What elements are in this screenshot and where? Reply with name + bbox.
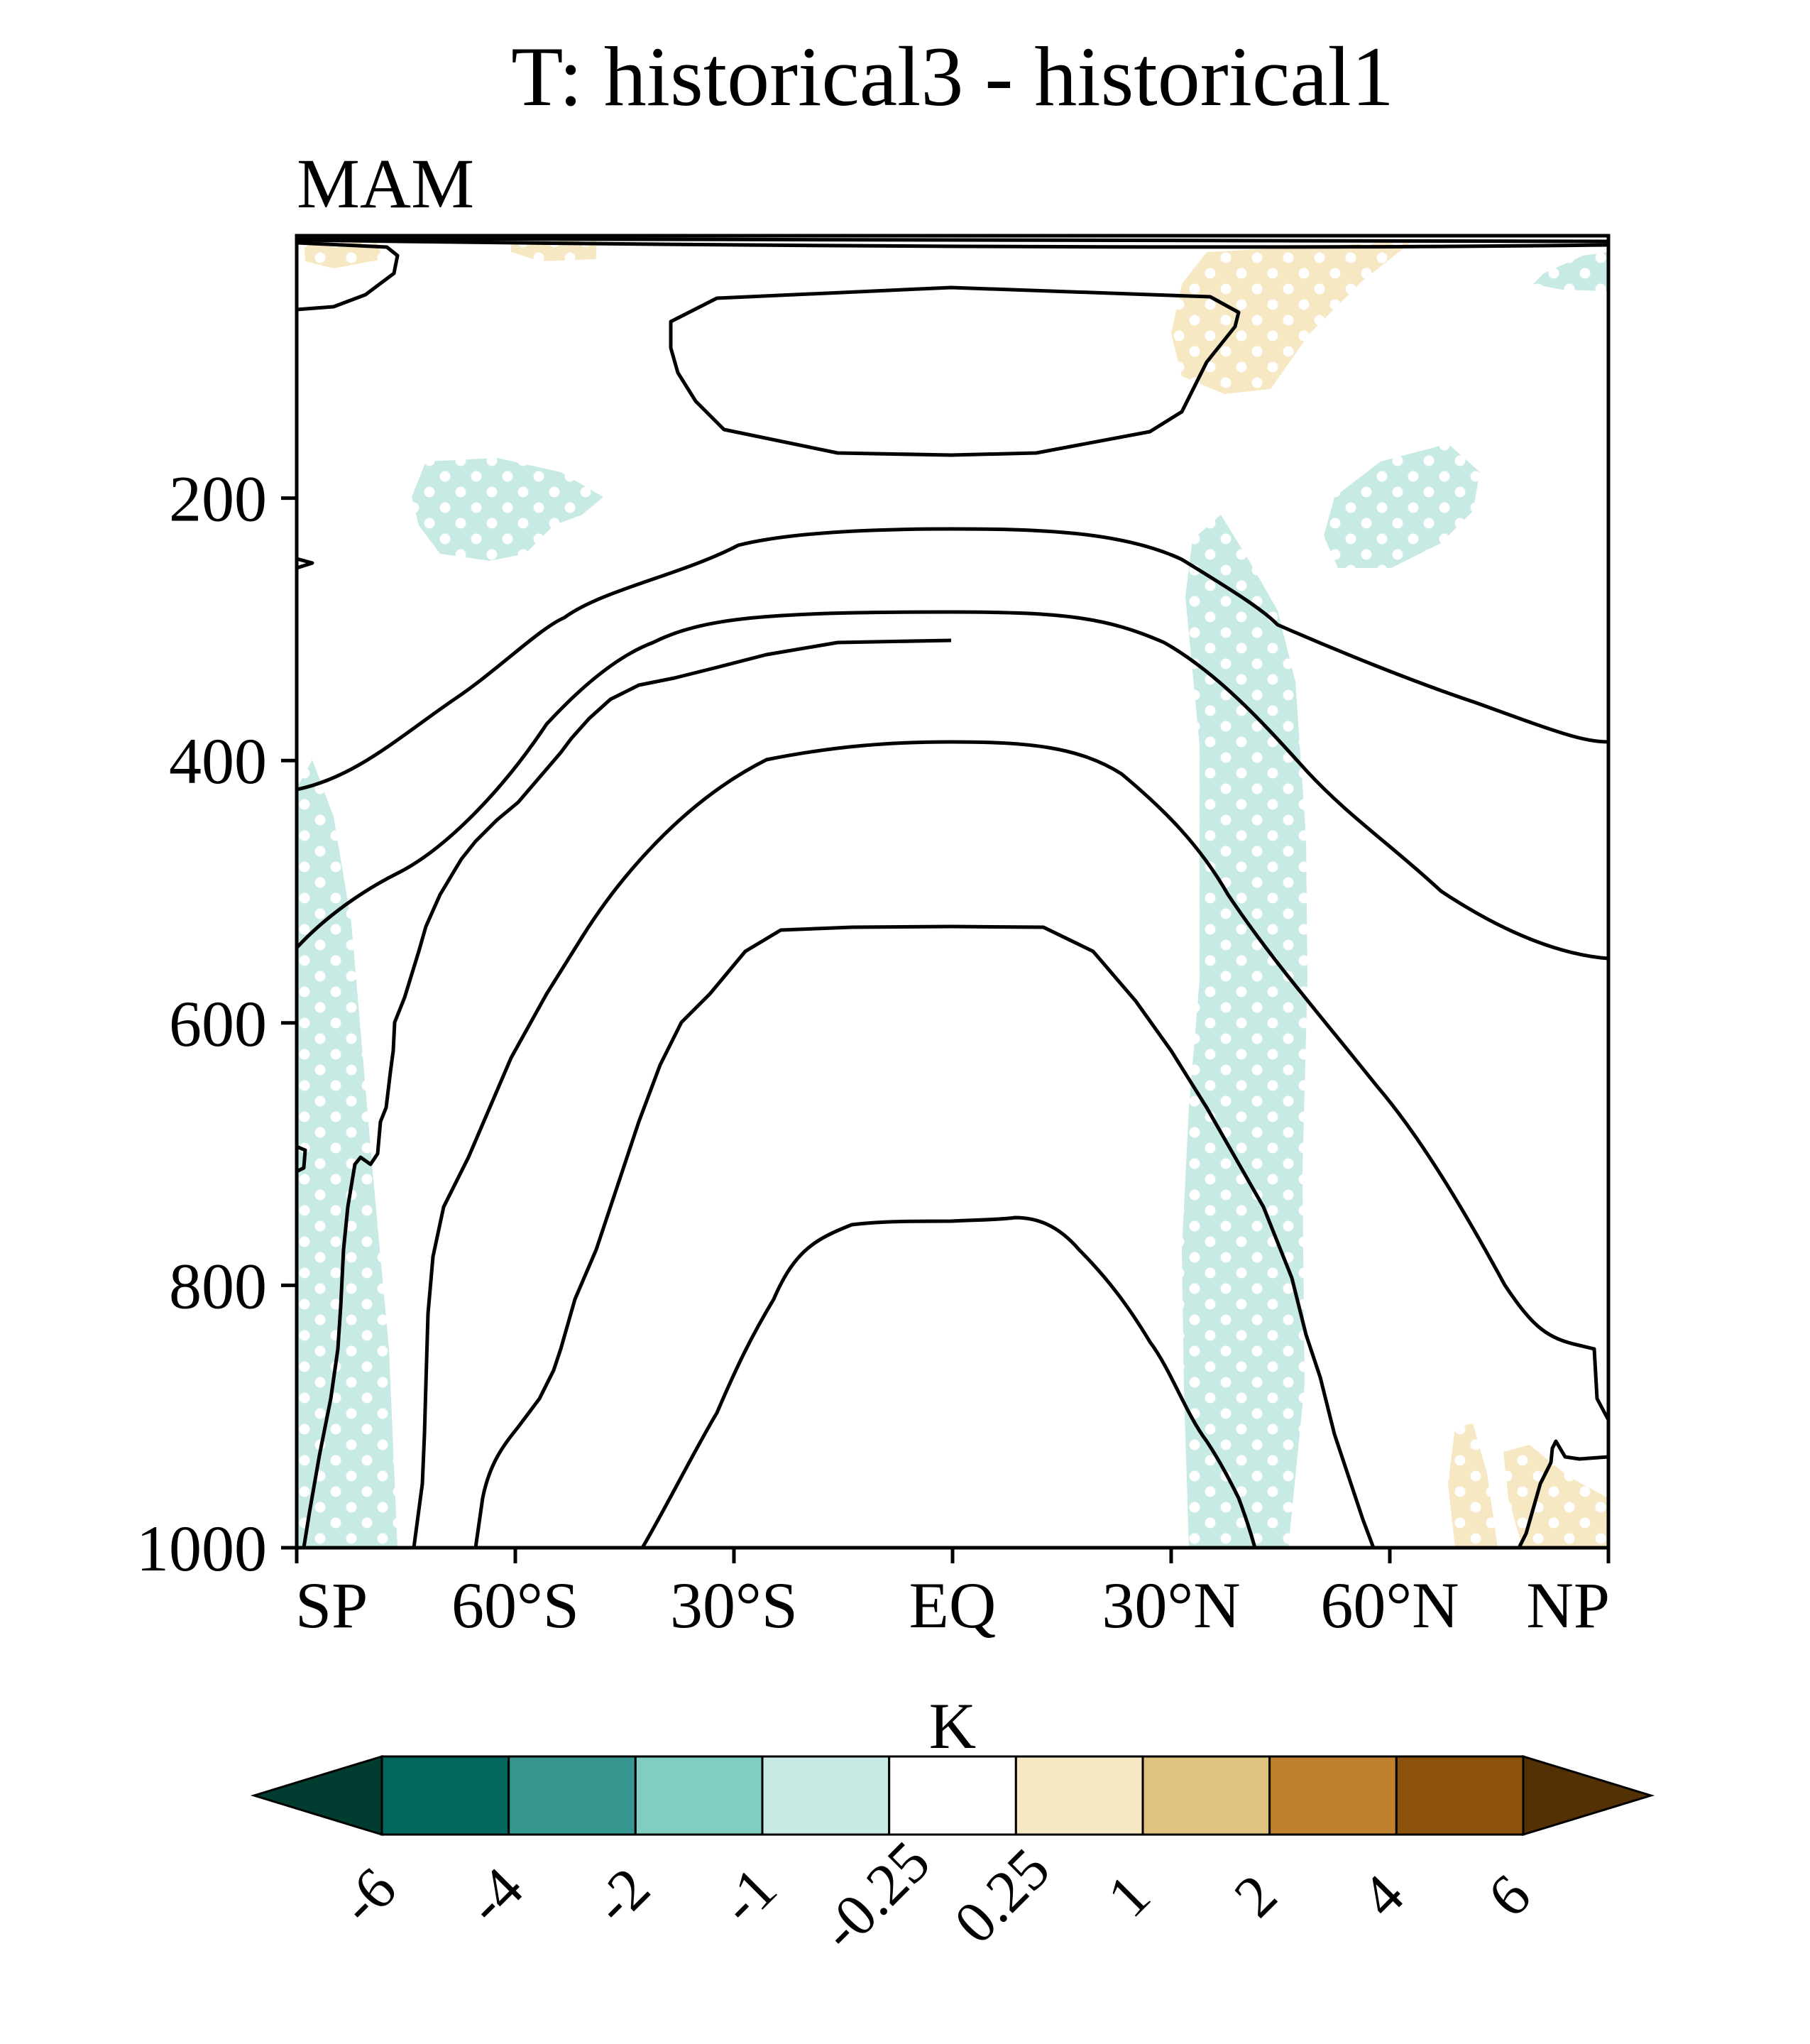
chart-subtitle: MAM <box>297 144 474 223</box>
x-tick-label: 60°N <box>1320 1569 1459 1641</box>
colorbar: -6 -4 -2 -1 -0.25 0.25 1 2 4 6 <box>250 1754 1655 1963</box>
x-axis: SP 60°S 30°S EQ 30°N 60°N NP <box>295 1548 1611 1641</box>
y-tick-label: 1000 <box>136 1512 267 1585</box>
x-tick-label: 30°N <box>1102 1569 1240 1641</box>
y-tick-label: 600 <box>169 988 267 1060</box>
y-tick-label: 400 <box>169 725 267 797</box>
neg-region-sh-upper <box>412 458 603 561</box>
neg-region-30n-column <box>1182 515 1307 1548</box>
x-tick-label: SP <box>295 1569 368 1641</box>
neg-region-sp-column <box>297 760 397 1548</box>
colorbar-tick-label: -1 <box>708 1855 789 1937</box>
contour-line <box>297 238 1608 249</box>
contour-line <box>669 285 1241 457</box>
x-tick-label: NP <box>1526 1569 1610 1641</box>
colorbar-tick-label: 4 <box>1349 1862 1416 1930</box>
pos-region-top-strip <box>511 240 596 261</box>
colorbar-segment <box>1014 1755 1144 1836</box>
y-tick-label: 200 <box>169 463 267 535</box>
contour-line <box>297 1144 307 1174</box>
colorbar-segment <box>888 1755 1017 1836</box>
colorbar-tick-label: -2 <box>581 1855 662 1937</box>
contour-line <box>297 241 400 312</box>
colorbar-tick-label: -4 <box>454 1855 536 1937</box>
colorbar-segment <box>1268 1755 1398 1836</box>
colorbar-tick-label: 2 <box>1222 1862 1289 1930</box>
chart-title: T: historical3 - historical1 <box>511 29 1394 124</box>
colorbar-unit: K <box>929 1690 976 1762</box>
plot-frame <box>295 234 1611 1550</box>
contour-line <box>297 557 314 570</box>
shaded-regions <box>297 240 1608 1548</box>
plot-area <box>297 236 1608 1548</box>
pos-region-np-surface-2 <box>1503 1445 1608 1548</box>
y-axis: 200 400 600 800 1000 <box>136 463 297 1585</box>
colorbar-segment <box>634 1755 764 1836</box>
colorbar-segment <box>380 1755 510 1836</box>
neg-region-nh-upper <box>1324 444 1480 568</box>
pos-region-nh-top <box>1171 241 1413 394</box>
contour-line <box>1517 1439 1608 1548</box>
pos-region-np-surface <box>1448 1423 1498 1548</box>
contour-line <box>297 236 1608 244</box>
colorbar-tick-label: -0.25 <box>808 1829 942 1963</box>
contour-line <box>473 924 1376 1548</box>
neg-region-np-top <box>1533 252 1608 291</box>
colorbar-extend-low <box>250 1754 383 1837</box>
colorbar-segment <box>1141 1755 1271 1836</box>
colorbar-tick-label: 1 <box>1095 1862 1163 1930</box>
x-tick-label: 30°S <box>670 1569 798 1641</box>
colorbar-segment <box>508 1755 637 1836</box>
contour-lines <box>297 236 1608 1548</box>
colorbar-tick-label: 0.25 <box>942 1836 1063 1957</box>
contour-line <box>640 1215 1257 1548</box>
contour-line <box>412 740 1608 1548</box>
colorbar-tick-label: 6 <box>1476 1862 1543 1930</box>
colorbar-segment <box>1395 1755 1525 1836</box>
x-tick-label: EQ <box>909 1569 997 1641</box>
colorbar-extend-high <box>1522 1754 1655 1837</box>
pos-region-sp-top <box>304 241 383 268</box>
y-tick-label: 800 <box>169 1250 267 1322</box>
colorbar-segment <box>761 1755 891 1836</box>
contour-line <box>297 527 1608 792</box>
x-tick-label: 60°S <box>451 1569 579 1641</box>
contour-line <box>302 638 952 1548</box>
contour-line <box>297 610 1608 961</box>
colorbar-tick-label: -6 <box>327 1855 409 1937</box>
